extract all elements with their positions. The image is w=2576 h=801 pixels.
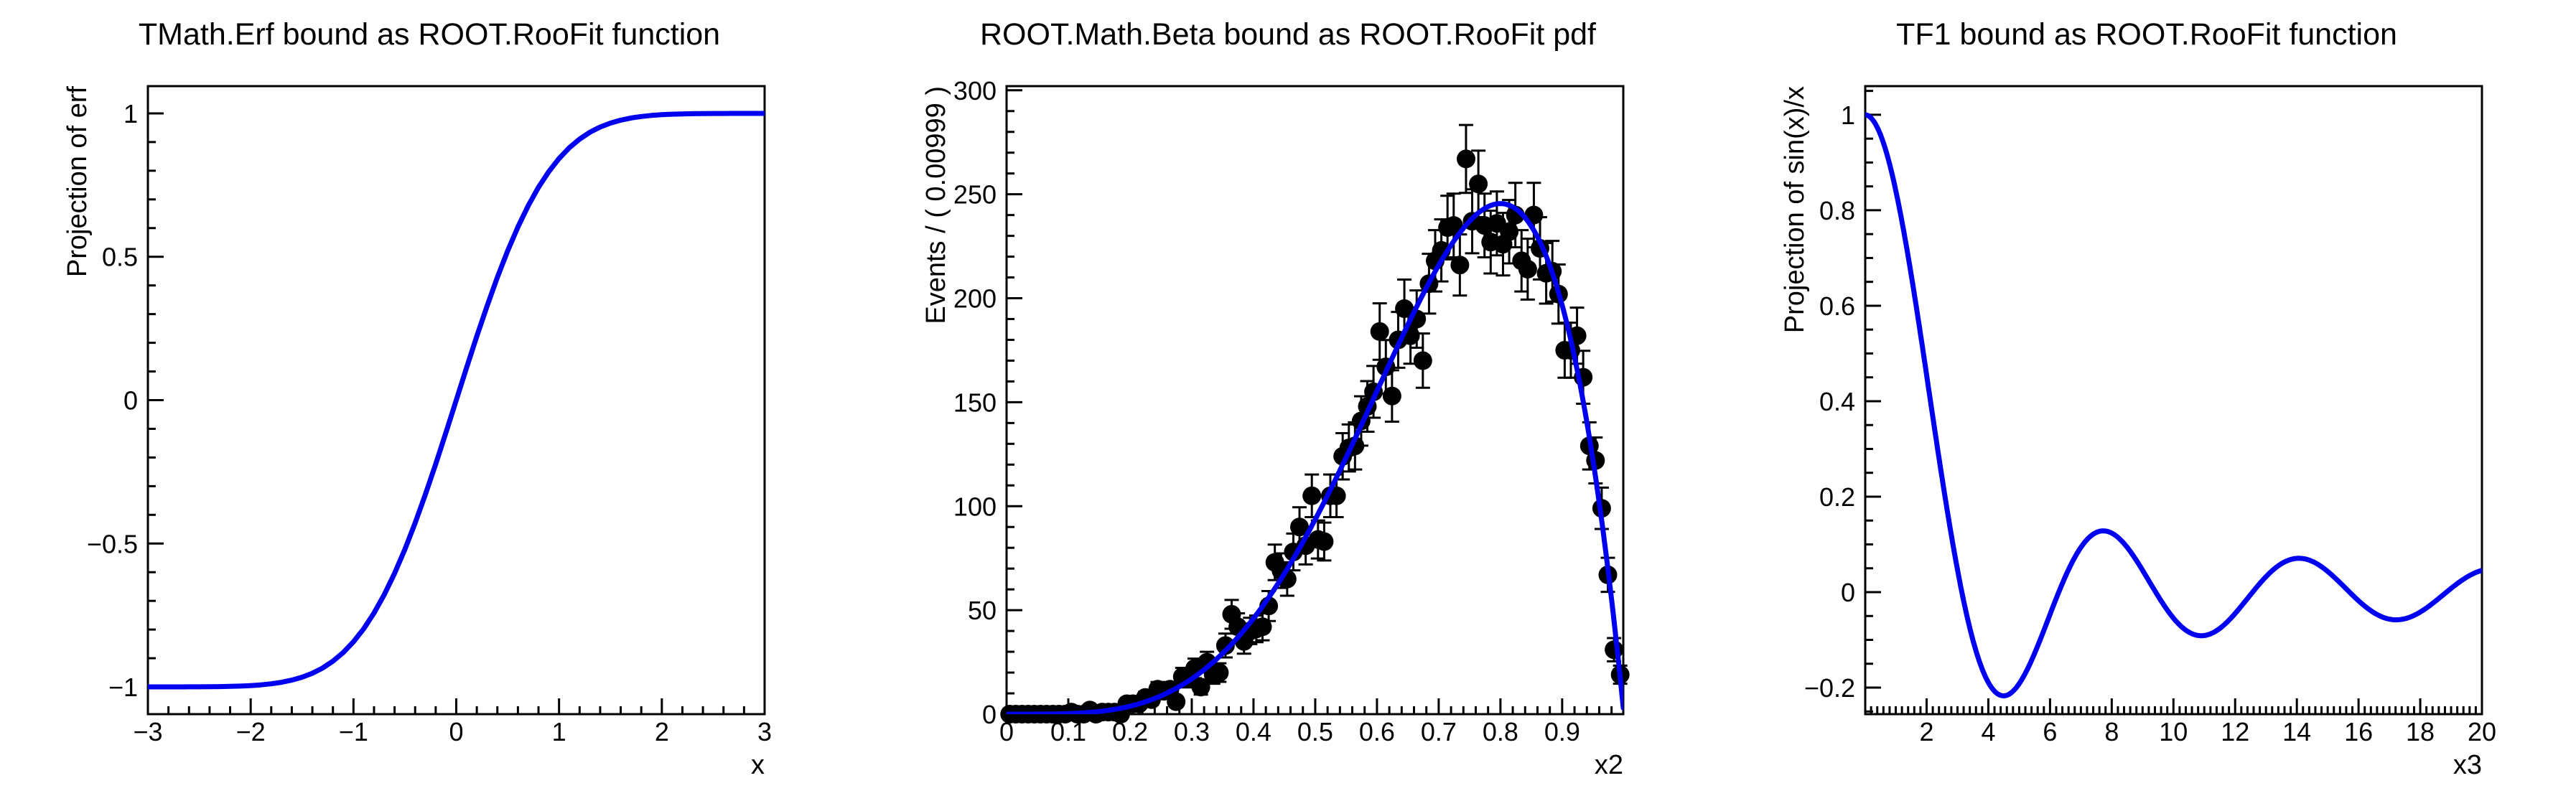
function-curve bbox=[1865, 112, 2482, 698]
plot-area: 0 0.1 0.2 0.3 0.4 0.5 0.6 0.7 0.8 0.9050100150200… bbox=[953, 76, 1630, 746]
y-tick-label: 100 bbox=[953, 492, 997, 521]
x-tick-label: 3 bbox=[757, 717, 772, 746]
tf1-plot: TF1 bound as ROOT.RooFit function Projec… bbox=[1780, 17, 2496, 780]
x-tick-label: −2 bbox=[236, 717, 266, 746]
y-tick-label: 150 bbox=[953, 388, 997, 417]
beta-plot: ROOT.Math.Beta bound as ROOT.RooFit pdf … bbox=[921, 17, 1630, 780]
pad-tf1: TF1 bound as ROOT.RooFit function Projec… bbox=[1717, 0, 2576, 801]
axis-ticks bbox=[1005, 89, 1613, 716]
x-tick-label: 0.8 bbox=[1483, 717, 1518, 746]
plot-title: TF1 bound as ROOT.RooFit function bbox=[1896, 17, 2397, 52]
y-tick-label: 0.2 bbox=[1819, 482, 1855, 512]
x-tick-label: 0 bbox=[999, 717, 1014, 746]
x-tick-label: 18 bbox=[2406, 717, 2435, 746]
y-tick-label: −1 bbox=[108, 673, 138, 702]
pad-erf: TMath.Erf bound as ROOT.RooFit function … bbox=[0, 0, 859, 801]
axis-ticks bbox=[1865, 90, 2483, 714]
x-tick-label: 1 bbox=[552, 717, 566, 746]
x-tick-label: 2 bbox=[1919, 717, 1933, 746]
y-tick-label: 50 bbox=[968, 596, 997, 625]
y-tick-label: 1 bbox=[1841, 100, 1855, 130]
y-tick-label: 250 bbox=[953, 180, 997, 210]
y-tick-label: 0 bbox=[982, 700, 997, 729]
x-tick-label: 4 bbox=[1981, 717, 1995, 746]
y-tick-label: 0 bbox=[1841, 578, 1855, 607]
x-tick-label: −3 bbox=[133, 717, 162, 746]
x-tick-label: 8 bbox=[2104, 717, 2119, 746]
y-tick-label: 0.4 bbox=[1819, 387, 1855, 416]
frame bbox=[1005, 85, 1625, 716]
x-tick-label: 16 bbox=[2344, 717, 2373, 746]
plot-title: ROOT.Math.Beta bound as ROOT.RooFit pdf bbox=[980, 17, 1597, 52]
x-tick-label: 0 bbox=[449, 717, 463, 746]
y-axis-title: Events / ( 0.00999 ) bbox=[921, 86, 951, 324]
axis-ticks bbox=[146, 112, 766, 714]
x-tick-label: 0.4 bbox=[1236, 717, 1271, 746]
plot-area: −3 −2 −1 0 1 2 3 −1 −0.5 0 0.5 1 bbox=[87, 85, 772, 746]
y-tick-label: 300 bbox=[953, 76, 997, 106]
x-tick-label: 2 bbox=[655, 717, 669, 746]
x-tick-label: 10 bbox=[2159, 717, 2188, 746]
y-tick-label: 1 bbox=[123, 99, 138, 128]
x-tick-label: 0.5 bbox=[1297, 717, 1333, 746]
x-tick-label: −1 bbox=[339, 717, 368, 746]
erf-plot: TMath.Erf bound as ROOT.RooFit function … bbox=[62, 17, 772, 780]
x-tick-label: 14 bbox=[2282, 717, 2311, 746]
y-tick-label: −0.2 bbox=[1804, 673, 1855, 703]
plot-title: TMath.Erf bound as ROOT.RooFit function bbox=[139, 17, 720, 52]
y-tick-label: 200 bbox=[953, 284, 997, 314]
y-tick-label: 0.8 bbox=[1819, 196, 1855, 225]
y-tick-label: −0.5 bbox=[87, 529, 138, 558]
x-tick-label: 20 bbox=[2468, 717, 2496, 746]
plot-area: 2 4 6 8 10 12 14 16 18 20 −0.2 0 0.2 0.4 0.6 0.8 1 bbox=[1804, 85, 2496, 746]
x-axis-title: x2 bbox=[1595, 750, 1623, 780]
y-tick-label: 0 bbox=[123, 386, 138, 416]
x-tick-label: 12 bbox=[2221, 717, 2249, 746]
x-tick-label: 6 bbox=[2043, 717, 2057, 746]
x-tick-label: 0.9 bbox=[1544, 717, 1580, 746]
x-axis-title: x3 bbox=[2453, 750, 2482, 780]
pad-beta: ROOT.Math.Beta bound as ROOT.RooFit pdf … bbox=[859, 0, 1717, 801]
x-axis-title: x bbox=[751, 750, 765, 780]
fit-curve bbox=[1007, 201, 1623, 714]
y-tick-label: 0.6 bbox=[1819, 291, 1855, 321]
x-tick-label: 0.3 bbox=[1174, 717, 1210, 746]
function-curve bbox=[148, 111, 765, 690]
y-axis-title: Projection of sin(x)/x bbox=[1780, 86, 1810, 333]
x-tick-label: 0.7 bbox=[1421, 717, 1457, 746]
x-tick-label: 0.6 bbox=[1359, 717, 1395, 746]
y-tick-label: 0.5 bbox=[102, 243, 138, 272]
y-axis-title: Projection of erf bbox=[62, 86, 93, 278]
